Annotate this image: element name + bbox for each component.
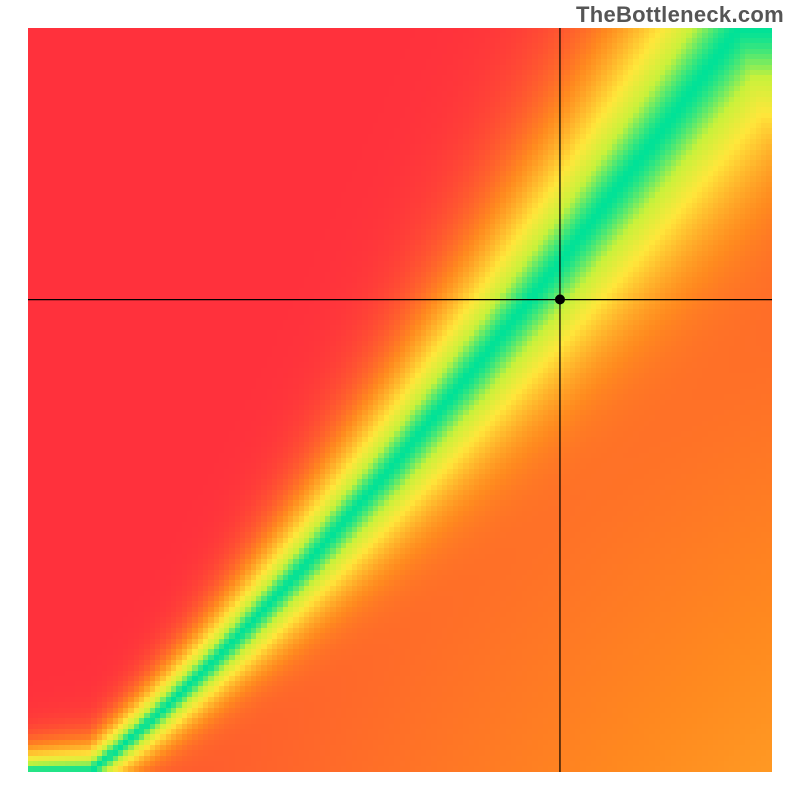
watermark-text: TheBottleneck.com: [576, 2, 784, 28]
chart-container: TheBottleneck.com: [0, 0, 800, 800]
heatmap-canvas: [28, 28, 772, 772]
heatmap-plot: [28, 28, 772, 772]
